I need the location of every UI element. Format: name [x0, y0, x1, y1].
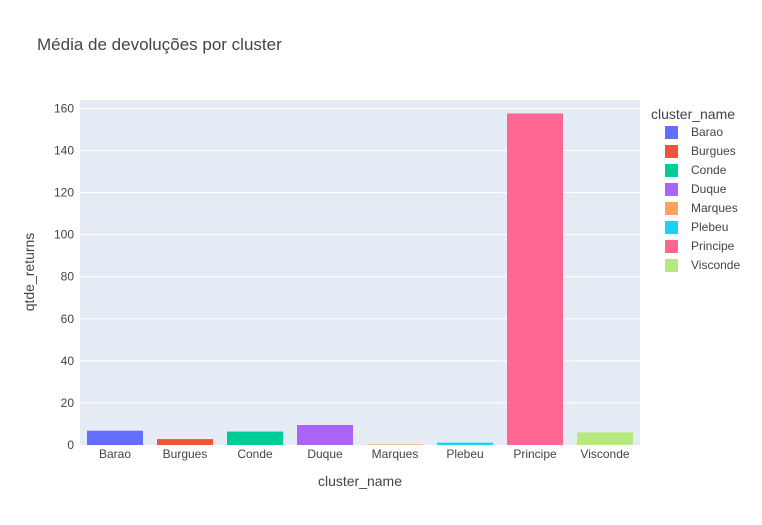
y-tick-label: 160 [54, 101, 74, 115]
legend-swatch[interactable] [665, 126, 678, 139]
bars [87, 113, 633, 446]
bar-barao[interactable] [87, 430, 143, 445]
x-tick-label: Duque [307, 447, 343, 461]
legend-swatch[interactable] [665, 183, 678, 196]
y-tick-label: 40 [61, 354, 75, 368]
chart-title: Média de devoluções por cluster [37, 35, 282, 54]
y-tick-label: 80 [61, 270, 75, 284]
bar-visconde[interactable] [577, 432, 633, 445]
legend-item-label[interactable]: Conde [691, 163, 727, 177]
bar-conde[interactable] [227, 431, 283, 445]
legend[interactable]: cluster_name Barao Burgues Conde Duque Marqu… [651, 106, 740, 272]
legend-swatch[interactable] [665, 164, 678, 177]
legend-item-label[interactable]: Visconde [691, 258, 740, 272]
legend-swatch[interactable] [665, 240, 678, 253]
legend-item-label[interactable]: Burgues [691, 144, 736, 158]
x-axis-ticks: Barao Burgues Conde Duque Marques Plebeu Princ… [99, 447, 630, 461]
y-axis-title: qtde_returns [21, 233, 37, 312]
x-tick-label: Barao [99, 447, 131, 461]
y-tick-label: 140 [54, 143, 74, 157]
x-tick-label: Principe [513, 447, 557, 461]
legend-item-label[interactable]: Principe [691, 239, 735, 253]
x-tick-label: Visconde [580, 447, 629, 461]
x-tick-label: Plebeu [446, 447, 483, 461]
y-tick-label: 60 [61, 312, 75, 326]
legend-swatch[interactable] [665, 259, 678, 272]
legend-item-label[interactable]: Plebeu [691, 220, 728, 234]
legend-item-label[interactable]: Barao [691, 125, 723, 139]
x-tick-label: Marques [372, 447, 419, 461]
legend-title: cluster_name [651, 106, 735, 122]
y-tick-label: 120 [54, 186, 74, 200]
x-tick-label: Conde [237, 447, 273, 461]
legend-swatch[interactable] [665, 221, 678, 234]
bar-burgues[interactable] [157, 439, 213, 445]
bar-marques[interactable] [367, 444, 423, 445]
y-tick-label: 100 [54, 228, 74, 242]
bar-plebeu[interactable] [437, 442, 493, 445]
legend-item-label[interactable]: Duque [691, 182, 727, 196]
y-tick-label: 20 [61, 396, 75, 410]
legend-swatch[interactable] [665, 202, 678, 215]
legend-item-label[interactable]: Marques [691, 201, 738, 215]
y-tick-label: 0 [67, 438, 74, 452]
x-tick-label: Burgues [163, 447, 208, 461]
y-axis-ticks: 0 20 40 60 80 100 120 140 160 [54, 101, 74, 452]
x-axis-title: cluster_name [318, 473, 402, 489]
bar-principe[interactable] [507, 113, 563, 446]
bar-duque[interactable] [297, 425, 353, 445]
legend-swatch[interactable] [665, 145, 678, 158]
